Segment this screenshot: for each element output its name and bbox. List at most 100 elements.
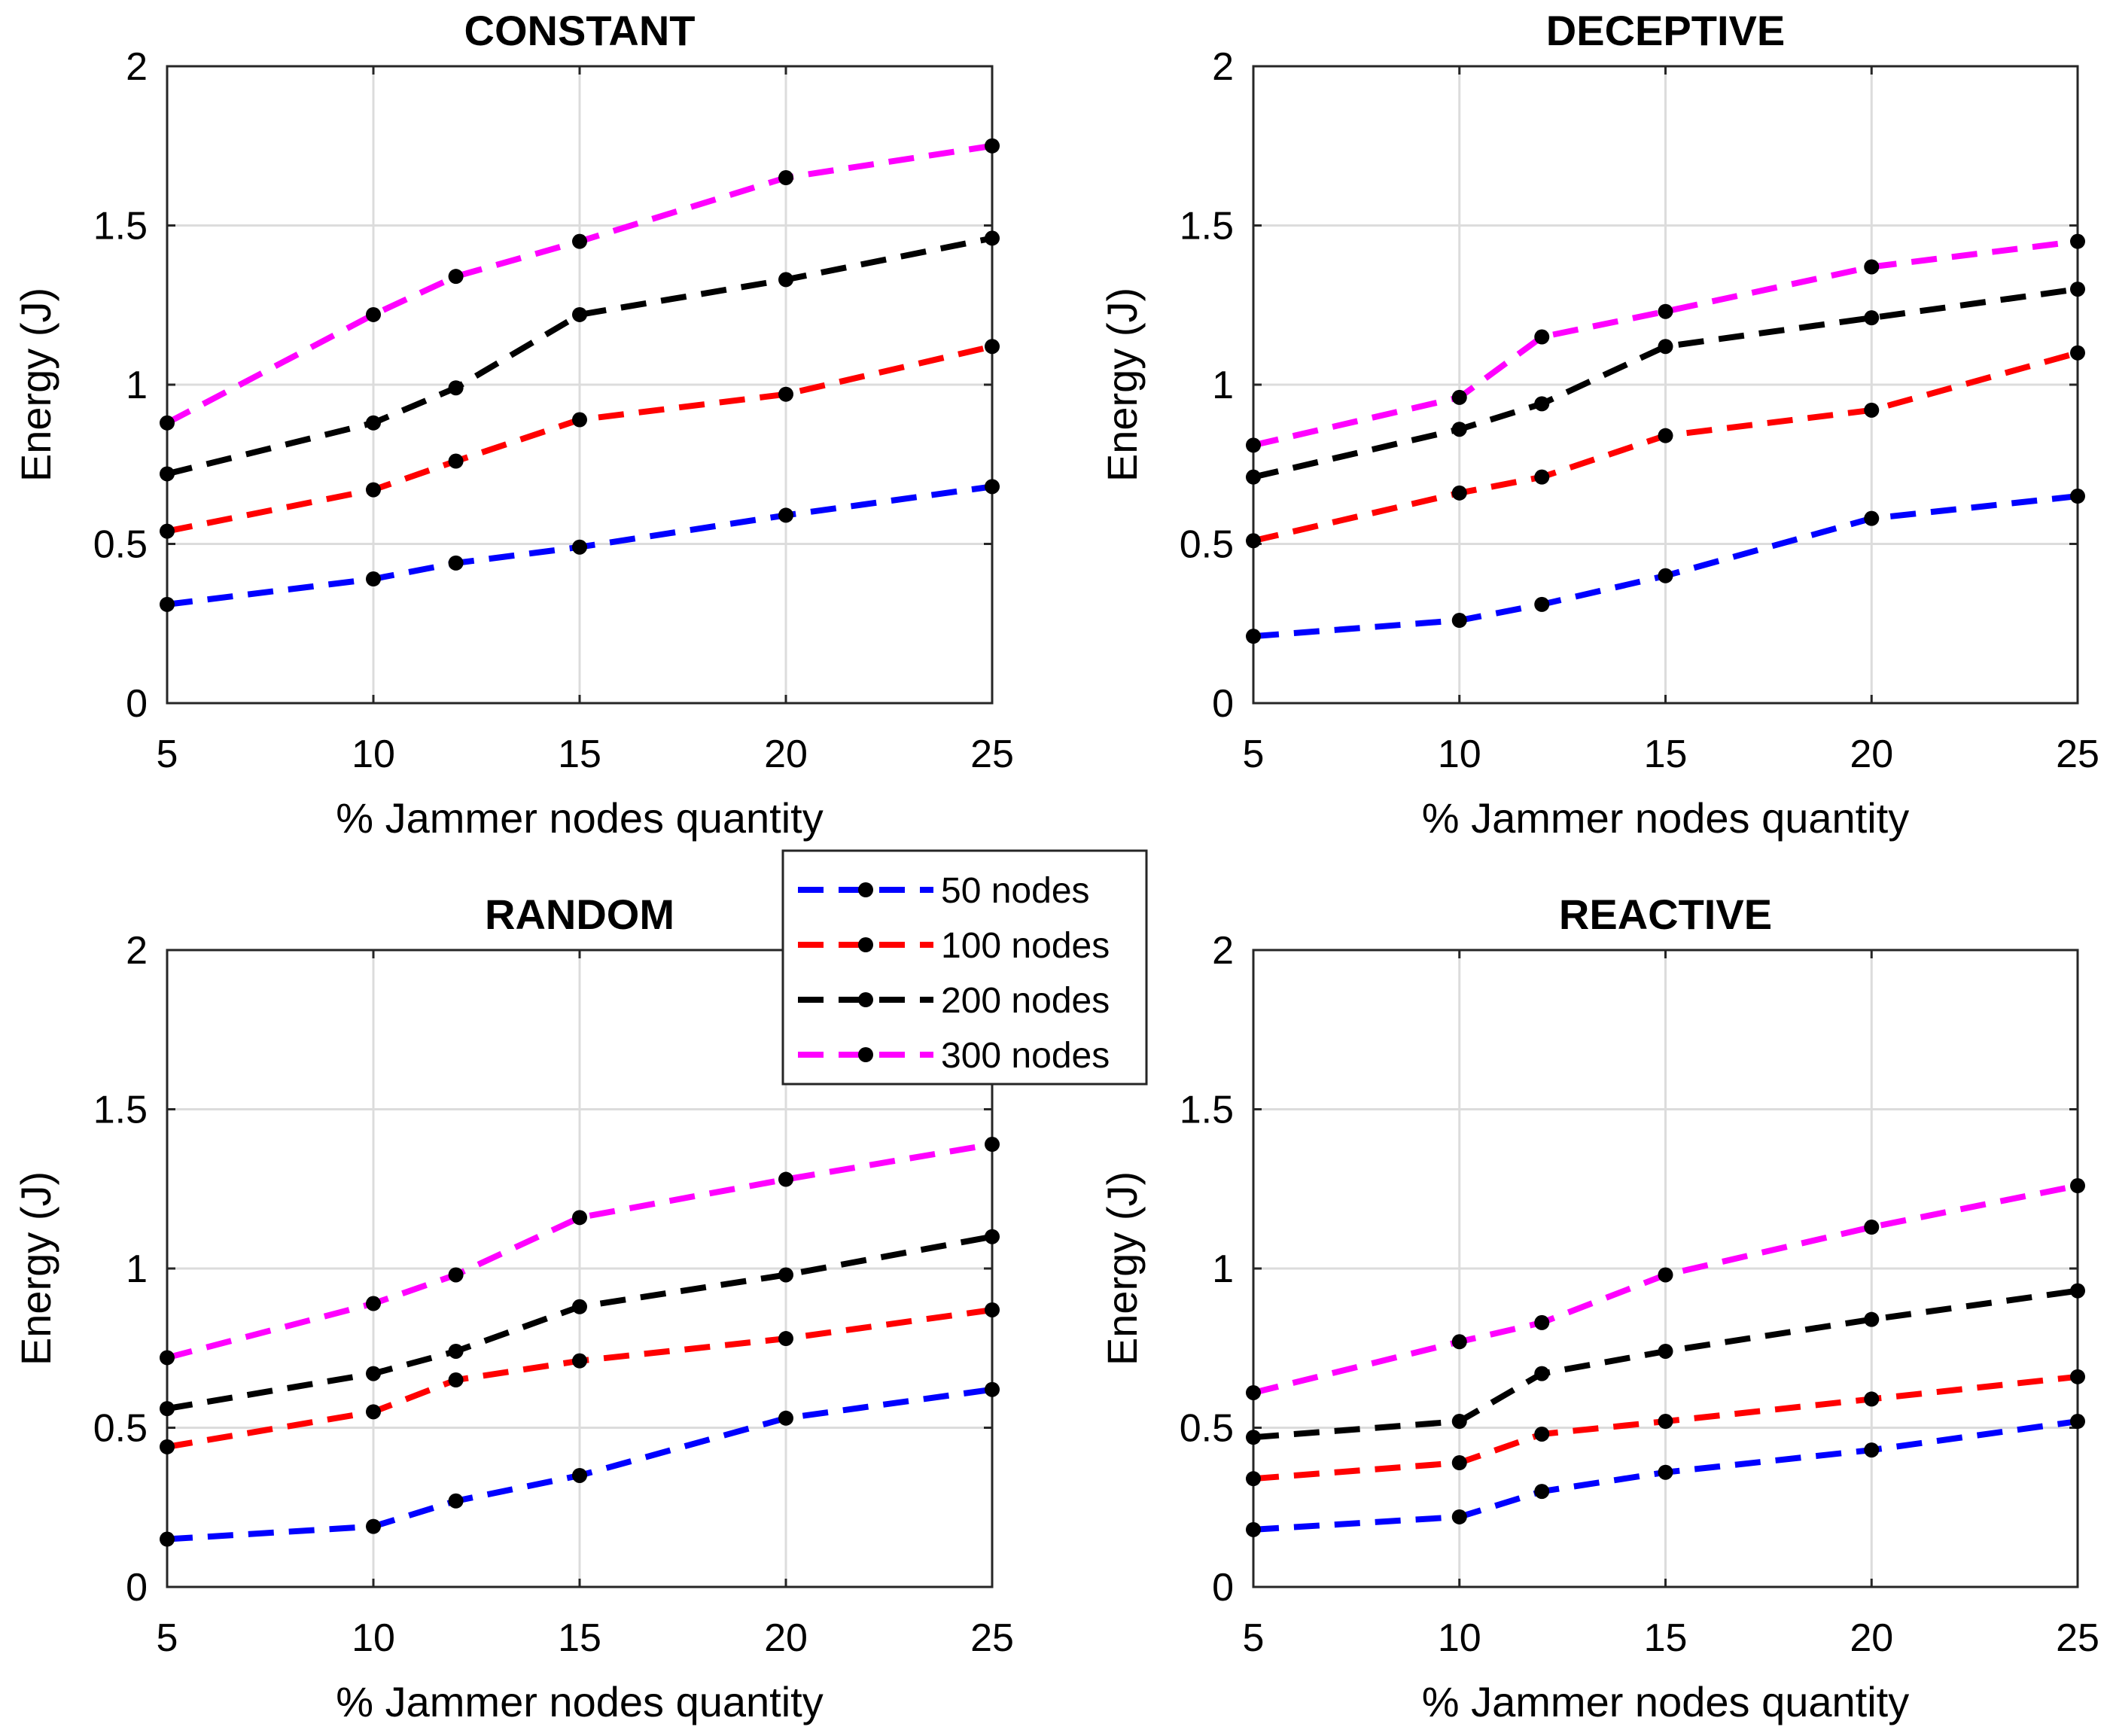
x-tick-label: 15 [558,732,601,776]
data-point [448,555,464,571]
data-point [1246,1471,1261,1487]
x-tick-label: 5 [1243,732,1265,776]
data-point [985,138,1000,154]
legend-marker [858,992,873,1007]
data-point [1534,1366,1550,1381]
y-tick-label: 2 [126,929,148,973]
series-line-100-nodes [166,1307,993,1450]
legend-entry: 300 nodes [798,1036,1110,1076]
data-point [1658,1464,1673,1480]
data-point [1246,1430,1261,1445]
chart-title: DECEPTIVE [1546,7,1785,54]
data-point [366,1366,381,1381]
data-point [2070,489,2085,504]
x-tick-label: 20 [764,1616,808,1660]
series-200-nodes [1246,1283,2085,1445]
data-point [572,1299,587,1314]
y-tick-label: 0 [1212,682,1234,726]
data-point [2070,1178,2085,1194]
series-line-200-nodes [1253,286,2078,480]
chart-legend: 50 nodes 100 nodes 200 nodes 300 nodes [781,849,1148,1086]
y-tick-label: 2 [126,45,148,89]
data-point [1534,596,1550,612]
chart-panel-reactive: 5 10 15 20 25 0 0.5 1 1.5 2 REACTIVE % Jammer nodes… [1098,891,2099,1725]
data-point [985,1137,1000,1153]
data-point [1864,1391,1880,1407]
series-200-nodes [160,230,1000,482]
series-100-nodes [160,1302,1000,1454]
data-point [1451,389,1467,405]
series-200-nodes [160,1229,1000,1417]
x-axis-label: % Jammer nodes quantity [1422,794,1909,842]
data-point [985,339,1000,355]
data-point [160,523,175,539]
legend-marker [858,882,873,897]
x-tick-label: 15 [1644,1616,1688,1660]
chart-title: CONSTANT [464,7,696,54]
data-point [448,380,464,396]
y-tick-label: 0.5 [1180,1407,1234,1451]
data-point [1864,510,1880,526]
chart-title: RANDOM [485,891,674,938]
y-tick-label: 0 [126,682,148,726]
chart-title: REACTIVE [1559,891,1772,938]
data-point [1658,428,1673,443]
data-point [160,415,175,431]
data-point [572,306,587,322]
data-point [985,479,1000,495]
data-point [160,1531,175,1547]
data-point [1658,1414,1673,1430]
data-point [2070,1414,2085,1430]
x-tick-label: 20 [1850,1616,1893,1660]
data-point [778,1410,793,1426]
data-point [1451,422,1467,437]
y-tick-label: 0.5 [93,1407,148,1451]
data-point [1246,1521,1261,1537]
x-tick-label: 10 [1438,1616,1481,1660]
data-point [366,1296,381,1311]
chart-panel-deceptive: 5 10 15 20 25 0 0.5 1 1.5 2 DECEPTIVE % Jammer node… [1098,7,2099,842]
series-50-nodes [160,1381,1000,1547]
series-line-100-nodes [1253,349,2079,544]
series-100-nodes [1246,345,2085,549]
legend-entry: 100 nodes [798,926,1110,966]
data-point [1534,469,1550,485]
x-tick-label: 25 [970,1616,1014,1660]
data-point [2070,282,2085,297]
data-point [1246,469,1261,485]
x-tick-label: 10 [352,732,395,776]
series-100-nodes [1246,1369,2085,1487]
x-tick-label: 5 [157,1616,178,1660]
data-point [778,1331,793,1347]
data-point [985,1229,1000,1244]
y-tick-label: 1 [1212,1247,1234,1291]
data-point [1451,1334,1467,1350]
data-point [160,596,175,612]
data-point [1534,329,1550,345]
data-point [448,1372,464,1388]
series-300-nodes [160,138,1000,431]
data-point [985,1381,1000,1397]
data-point [1658,303,1673,319]
data-point [1658,1267,1673,1283]
data-point [366,482,381,498]
series-line-300-nodes [166,142,993,426]
data-point [2070,1283,2085,1299]
data-point [572,412,587,428]
data-point [985,230,1000,246]
series-line-50-nodes [166,483,993,608]
data-point [1534,1314,1550,1330]
data-point [778,1171,793,1187]
x-axis-label: % Jammer nodes quantity [1422,1678,1909,1725]
series-line-300-nodes [1253,1183,2078,1396]
data-point [366,571,381,587]
x-tick-label: 20 [1850,732,1893,776]
data-point [1864,402,1880,418]
data-point [448,1343,464,1359]
y-axis-label: Energy (J) [1098,1171,1146,1366]
series-line-50-nodes [1253,493,2078,640]
data-point [1864,1442,1880,1458]
data-point [1246,437,1261,453]
data-point [1534,396,1550,412]
